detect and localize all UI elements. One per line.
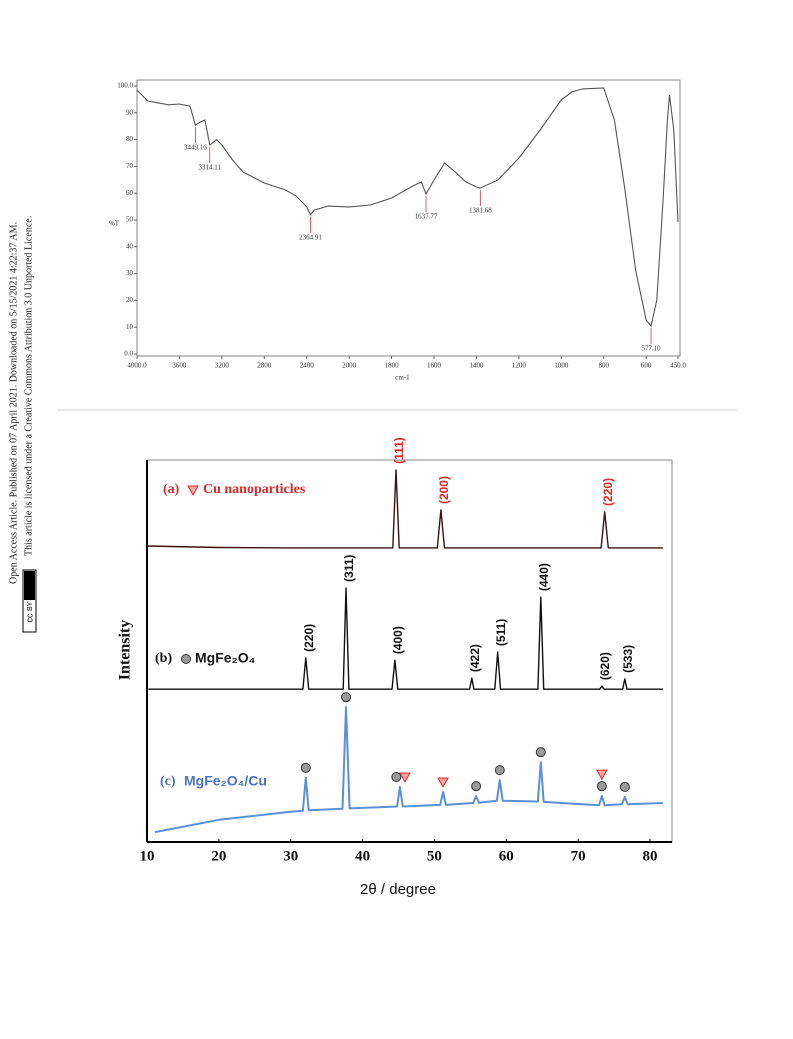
y-tick-label: 100.0 [117, 82, 133, 90]
legend-symbol [187, 485, 199, 497]
phase-marker [341, 692, 352, 703]
y-tick-label: 0.0 [124, 350, 133, 358]
pattern-line [154, 706, 663, 834]
peak-index: (311) [342, 555, 356, 582]
x-tick-label: 1600 [427, 362, 442, 370]
y-axis-label: Intensity [117, 620, 134, 680]
badge-fill [24, 571, 35, 600]
peak-index: (620) [598, 652, 612, 680]
cc-badge: cc BY [22, 569, 37, 633]
peak-index: (220) [302, 624, 316, 652]
x-tick-label: 4000.0 [127, 362, 147, 370]
x-tick-label: 80 [643, 848, 658, 864]
x-tick-label: 1800 [385, 362, 400, 370]
peak-index: (400) [391, 626, 405, 654]
badge-by: BY [27, 601, 34, 611]
pattern-line [148, 587, 663, 690]
x-axis-label: cm-1 [395, 374, 410, 382]
peak-label: 1381.68 [469, 207, 492, 215]
peak-label: 1637.77 [415, 213, 438, 221]
x-tick-label: 450.0 [670, 362, 686, 370]
peak-index: (422) [468, 644, 482, 672]
x-tick-label: 1400 [469, 362, 484, 370]
x-tick-label: 60 [499, 848, 514, 864]
y-tick-label: 50 [126, 216, 134, 224]
phase-marker [535, 747, 546, 758]
legend-label: (b) [155, 651, 172, 666]
badge-cc: cc [24, 613, 34, 623]
y-tick-label: 80 [126, 135, 134, 143]
x-tick-label: 3600 [172, 362, 187, 370]
sidebar: Open Access Article. Published on 07 Apr… [8, 216, 37, 633]
x-tick-label: 1200 [512, 362, 527, 370]
sidebar-line: Open Access Article. Published on 07 Apr… [8, 222, 19, 584]
y-tick-label: 20 [126, 296, 134, 304]
peak-index: (111) [392, 437, 406, 464]
peak-index: (533) [621, 645, 635, 673]
peak-label: 3314.11 [199, 164, 222, 172]
peak-index: (200) [437, 476, 451, 504]
x-tick-label: 70 [571, 848, 586, 864]
x-tick-label: 20 [211, 848, 226, 864]
phase-marker [619, 781, 630, 792]
spectrum-line [136, 87, 679, 328]
phase-marker [391, 771, 402, 782]
y-tick-label: 40 [126, 242, 134, 250]
x-tick-label: 40 [355, 848, 370, 864]
peak-index: (511) [494, 619, 508, 646]
y-tick-label: 70 [126, 162, 134, 170]
y-axis-label: %T [109, 220, 120, 228]
phase-marker [471, 781, 482, 792]
peak-label: 577.10 [641, 345, 661, 353]
x-tick-label: 10 [140, 848, 155, 864]
legend-symbol [181, 654, 191, 664]
x-tick-label: 50 [427, 848, 442, 864]
phase-marker [399, 772, 411, 784]
legend-name: MgFe₂O₄ [195, 650, 255, 666]
phase-marker [596, 769, 608, 781]
x-axis-label: 2θ / degree [360, 881, 436, 898]
x-tick-label: 3200 [215, 362, 230, 370]
peak-index: (220) [601, 478, 615, 506]
x-tick-label: 600 [641, 362, 652, 370]
x-tick-label: 2800 [257, 362, 272, 370]
pattern-line [146, 469, 663, 549]
x-tick-label: 800 [598, 362, 609, 370]
sidebar-line: This article is licensed under a Creativ… [23, 216, 34, 556]
x-tick-label: 1000 [554, 362, 569, 370]
y-tick-label: 30 [126, 269, 134, 277]
legend-name: Cu nanoparticles [203, 482, 306, 497]
phase-marker [494, 765, 505, 776]
y-tick-label: 60 [126, 189, 134, 197]
x-tick-label: 30 [283, 848, 298, 864]
plot-frame [136, 79, 681, 357]
peak-index: (440) [537, 563, 551, 591]
x-tick-label: 2000 [342, 362, 357, 370]
legend-label: (c) [160, 774, 176, 789]
legend-label: (a) [163, 482, 180, 497]
y-tick-label: 90 [126, 108, 134, 116]
x-tick-label: 2400 [300, 362, 315, 370]
peak-label: 2364.91 [299, 234, 322, 242]
legend-name: MgFe₂O₄/Cu [184, 773, 267, 789]
phase-marker [437, 777, 449, 788]
phase-marker [596, 781, 607, 792]
phase-marker [300, 762, 311, 773]
y-tick-label: 10 [126, 323, 134, 331]
peak-label: 3449.16 [184, 144, 207, 152]
